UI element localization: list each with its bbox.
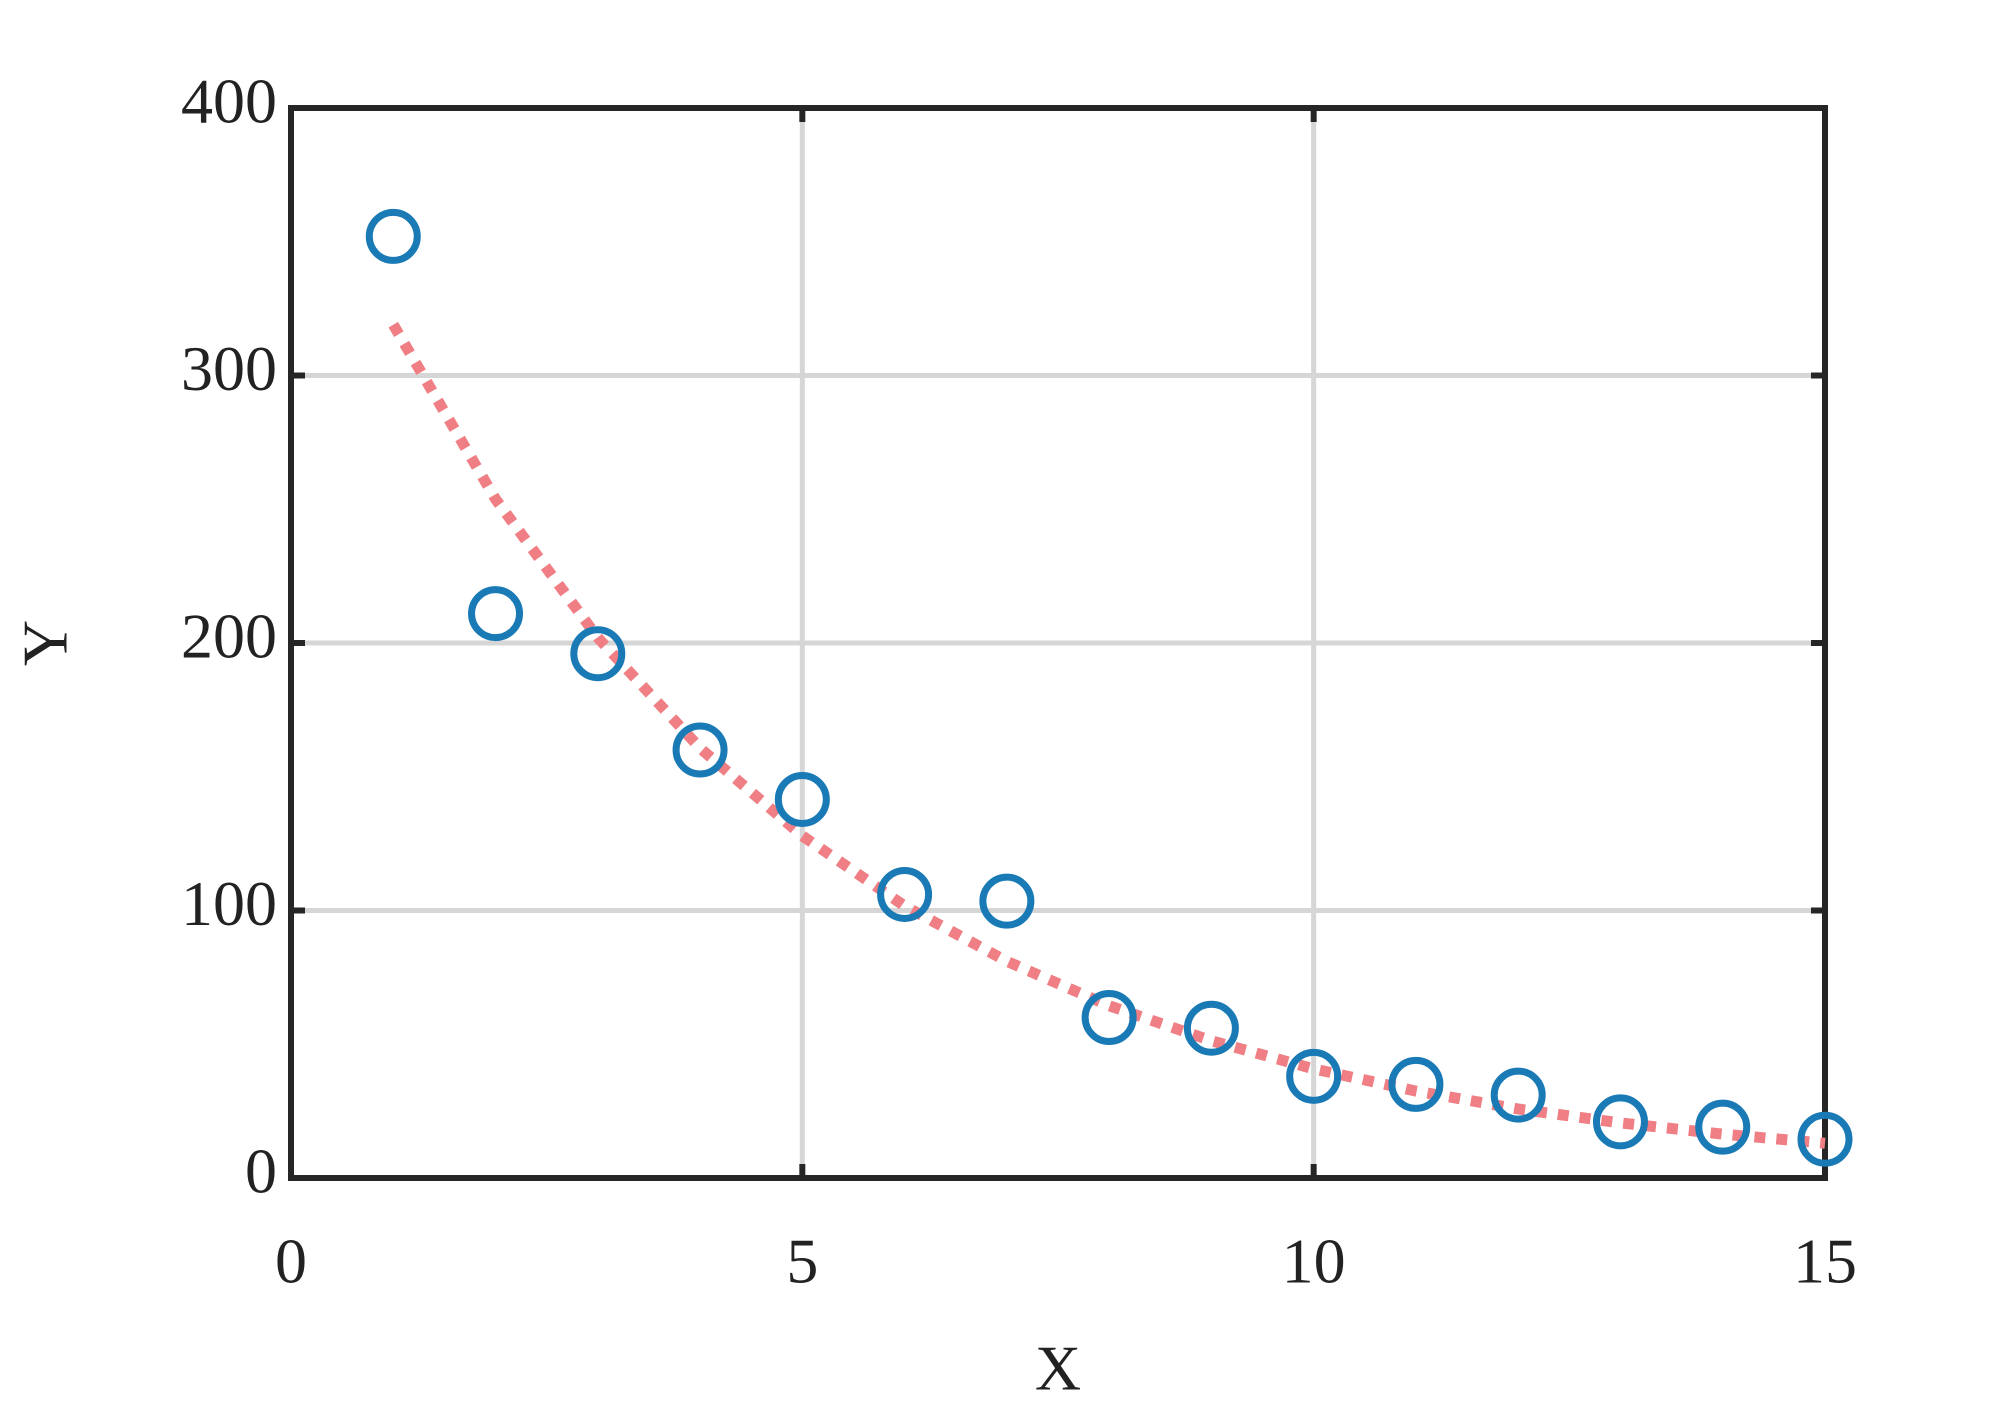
data-point	[1695, 1099, 1751, 1155]
x-tick-label: 0	[275, 1226, 307, 1297]
y-axis-label: Y	[10, 620, 81, 666]
data-point	[1388, 1056, 1444, 1112]
data-point	[1592, 1094, 1648, 1150]
y-tick-label: 400	[181, 66, 277, 137]
data-point	[774, 771, 830, 827]
data-point	[365, 208, 421, 264]
data-point	[1490, 1067, 1546, 1123]
y-tick-label: 0	[245, 1136, 277, 1207]
data-point	[468, 586, 524, 642]
data-point	[1183, 1000, 1239, 1056]
x-axis-label: X	[1035, 1333, 1081, 1404]
y-tick-label: 200	[181, 601, 277, 672]
y-tick-label: 300	[181, 333, 277, 404]
y-tick-label: 100	[181, 868, 277, 939]
fit-line	[388, 321, 1826, 1149]
data-point	[1797, 1111, 1853, 1167]
data-point	[672, 722, 728, 778]
plot-frame	[288, 105, 1828, 1181]
data-point	[570, 626, 626, 682]
x-tick-label: 15	[1793, 1226, 1857, 1297]
data-point	[877, 866, 933, 922]
data-point	[1081, 990, 1137, 1045]
data-point	[1286, 1048, 1342, 1104]
x-tick-label: 5	[786, 1226, 818, 1297]
x-tick-label: 10	[1282, 1226, 1346, 1297]
data-point	[979, 873, 1035, 929]
